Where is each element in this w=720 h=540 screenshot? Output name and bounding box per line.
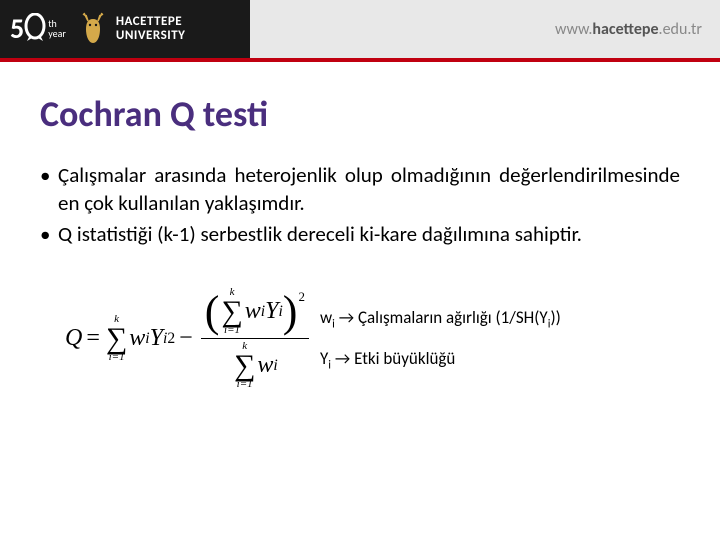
lower-row: Q = k ∑ i=1 wiYi2 − ( k — [40, 277, 680, 392]
university-name: HACETTEPE UNIVERSITY — [116, 15, 186, 44]
legend-row: wi → Çalışmaların ağırlığı (1/SH(Yi)) — [320, 307, 680, 331]
legend-block: wi → Çalışmaların ağırlığı (1/SH(Yi)) Yi… — [310, 277, 680, 388]
formula-block: Q = k ∑ i=1 wiYi2 − ( k — [40, 277, 310, 392]
fraction: ( k ∑ i=1 wiYi ) 2 — [201, 285, 309, 392]
logo-year: year — [48, 29, 66, 39]
bullet-item: • Q istatistiği (k-1) serbestlik derecel… — [40, 221, 680, 249]
legend-row: Yi → Etki büyüklüğü — [320, 348, 680, 372]
anniversary-logo: 5 th year — [10, 13, 66, 46]
uni-line2: UNIVERSITY — [116, 29, 186, 43]
content-area: Cochran Q testi • Çalışmalar arasında he… — [0, 62, 720, 392]
bullet-item: • Çalışmalar arasında heterojenlik olup … — [40, 162, 680, 217]
zero-ribbon-icon — [24, 13, 46, 41]
bullet-list: • Çalışmalar arasında heterojenlik olup … — [40, 162, 680, 249]
bullet-marker: • — [40, 162, 58, 217]
url-area: www.hacettepe.edu.tr — [250, 0, 720, 58]
logo-number: 5 — [10, 15, 24, 43]
deer-icon — [78, 11, 108, 47]
bullet-marker: • — [40, 221, 58, 249]
logo-area: 5 th year HACETTEPE UNI — [0, 0, 250, 58]
sum-symbol: k ∑ i=1 — [106, 314, 127, 363]
url-main: hacettepe — [592, 20, 658, 39]
bullet-text: Q istatistiği (k-1) serbestlik dereceli … — [58, 221, 680, 249]
slide-title: Cochran Q testi — [40, 92, 680, 136]
uni-line1: HACETTEPE — [116, 15, 186, 29]
term1: wiYi2 — [129, 325, 175, 352]
equals-sign: = — [86, 325, 100, 352]
url-suffix: .edu.tr — [659, 20, 702, 39]
bullet-text: Çalışmalar arasında heterojenlik olup ol… — [58, 162, 680, 217]
formula-lhs: Q — [65, 325, 82, 352]
header-bar: 5 th year HACETTEPE UNI — [0, 0, 720, 58]
url-prefix: www. — [555, 20, 592, 39]
minus-sign: − — [179, 325, 193, 352]
